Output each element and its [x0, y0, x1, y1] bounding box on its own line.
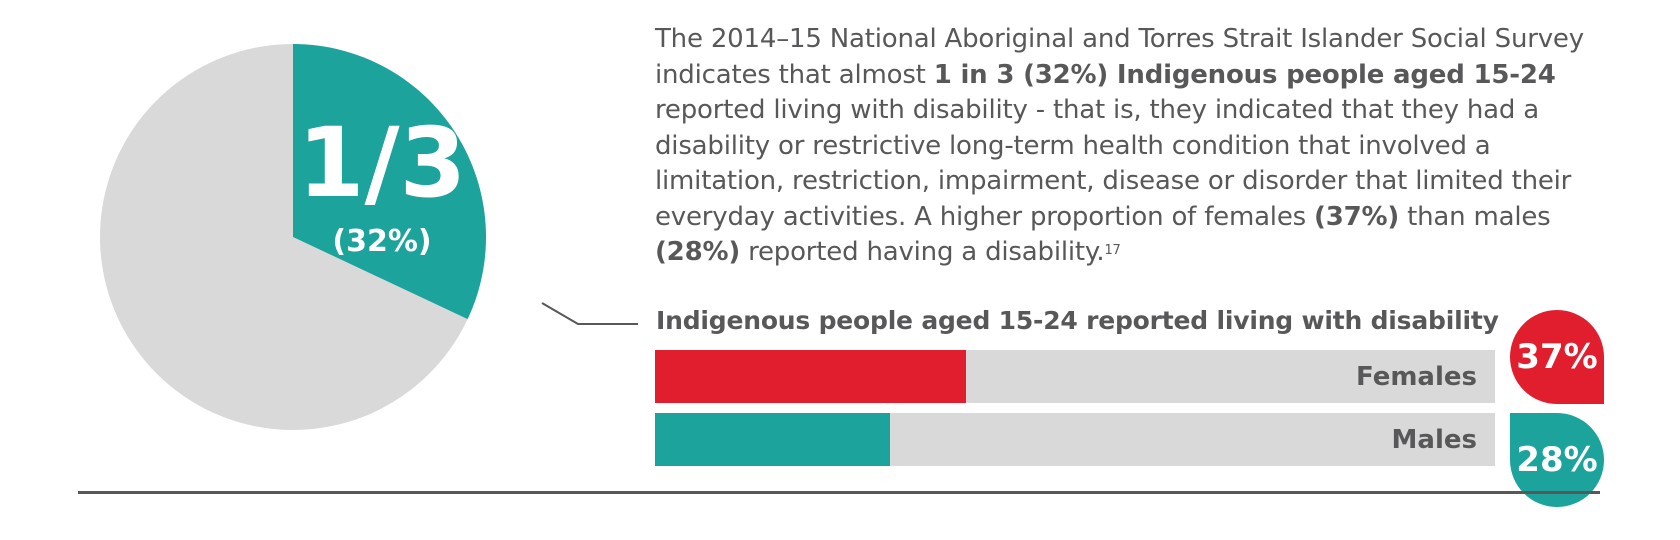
pie-fraction-label: 1/3 — [298, 107, 467, 219]
pie-percent-label: (32%) — [332, 224, 431, 259]
bar-label-males: Males — [1391, 424, 1477, 455]
paragraph-text-1: The 2014–15 National Aboriginal and Torr… — [655, 24, 1584, 90]
bar-chart-title: Indigenous people aged 15-24 reported li… — [656, 306, 1499, 335]
bar-label-females: Females — [1356, 361, 1477, 392]
pie-slice-remainder — [99, 44, 468, 430]
paragraph-text-4: reported having a disability. — [740, 237, 1105, 267]
pie-slice-one-third — [293, 44, 486, 320]
footnote-ref: 17 — [1104, 243, 1121, 258]
bar-track-females: Females — [655, 350, 1495, 403]
bar-fill-females — [655, 350, 966, 403]
survey-paragraph: The 2014–15 National Aboriginal and Torr… — [655, 22, 1605, 271]
bottom-divider — [78, 491, 1600, 494]
callout-connector — [541, 302, 638, 325]
value-badge-females: 37% — [1510, 310, 1604, 404]
paragraph-highlight-females: (37%) — [1314, 201, 1400, 232]
bar-fill-males — [655, 413, 891, 466]
paragraph-highlight-1: 1 in 3 (32%) Indigenous people aged 15-2… — [933, 59, 1556, 90]
paragraph-highlight-males: (28%) — [655, 237, 740, 267]
paragraph-text-2: reported living with disability - that i… — [655, 95, 1572, 232]
pie-chart: 1/3 (32%) — [99, 44, 486, 430]
bar-track-males: Males — [655, 413, 1495, 466]
paragraph-text-3: than males — [1399, 201, 1551, 232]
